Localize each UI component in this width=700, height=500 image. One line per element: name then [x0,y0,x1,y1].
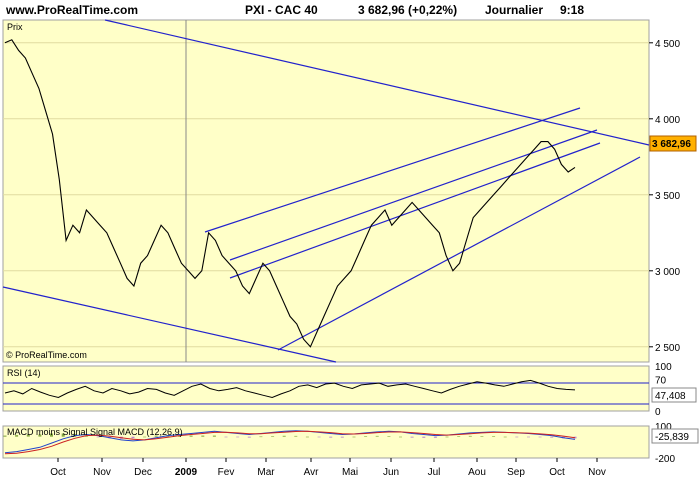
macd-histogram-bar [189,435,193,437]
time-tick-label: Sep [507,467,525,478]
last-price-label: 3 682,96 [652,139,691,150]
macd-histogram-bar [352,436,356,438]
chart-header: www.ProRealTime.com PXI - CAC 40 3 682,9… [0,0,700,20]
rsi-value: 47,408 [655,391,686,402]
watermark: © ProRealTime.com [6,350,87,360]
macd-histogram-bar [410,436,414,438]
rsi-tick-label: 70 [655,376,667,387]
price-tick-label: 4 000 [655,115,680,126]
price-panel-title: Prix [7,22,23,32]
macd-histogram-bar [178,435,181,437]
price-tick-label: 3 500 [655,191,680,202]
time-tick-label: 2009 [175,467,198,478]
macd-histogram-bar [26,434,30,437]
macd-histogram-bar [340,436,344,438]
macd-histogram-bar [387,436,391,437]
time-tick-label: Aou [468,467,486,478]
macd-histogram-bar [492,436,496,437]
rsi-tick-label: 100 [655,362,672,373]
time-tick-label: Nov [588,467,606,478]
macd-histogram-bar [457,436,461,437]
macd-value-box [651,428,699,444]
macd-panel [2,425,650,459]
macd-histogram-bar [271,436,275,437]
macd-histogram-bar [201,435,205,437]
macd-histogram-bar [15,435,19,437]
macd-histogram-bar [212,435,216,437]
site-name[interactable]: www.ProRealTime.com [6,3,139,17]
channel-bottom [229,142,601,279]
macd-histogram-bar [375,435,379,437]
macd-histogram-bar [96,436,100,438]
macd-histogram-bar [468,435,472,437]
instrument-name: PXI - CAC 40 [245,3,318,17]
time-tick-label: Jun [383,467,399,478]
macd-histogram-bar [550,436,554,438]
macd-tick-label: -200 [655,454,675,465]
macd-histogram-bar [282,435,286,437]
macd-histogram-bar [154,435,158,437]
macd-histogram-bar [480,436,484,437]
time-tick-label: Jul [428,467,441,478]
macd-histogram-bar [527,436,530,438]
macd-histogram-bar [422,436,426,438]
quote-value: 3 682,96 (+0,22%) [358,3,458,17]
macd-histogram-bar [84,435,88,437]
macd-histogram-bar [515,436,519,438]
time-tick-label: Oct [549,467,565,478]
macd-histogram-bar [433,436,437,438]
rsi-series [4,379,576,399]
macd-histogram-bar [224,436,228,438]
signal-series [4,430,576,455]
macd-histogram-bar [305,436,309,438]
time-tick-label: Fev [218,467,235,478]
time-tick-label: Oct [50,467,66,478]
macd-histogram-bar [131,436,135,439]
time-tick-label: Mai [342,467,358,478]
macd-series [4,430,576,454]
time-tick-label: Mar [257,467,275,478]
trend-line-lower [2,286,337,363]
trend-line-upper [104,19,650,146]
macd-histogram-bar [317,436,321,438]
price-panel [2,19,650,363]
macd-histogram-bar [364,436,368,437]
time-tick-label: Dec [134,467,152,478]
macd-tick-label: 100 [655,422,672,433]
rsi-value-box [651,387,697,403]
price-tick-label: 4 500 [655,39,680,50]
macd-histogram-bar [259,436,263,438]
macd-histogram-bar [538,436,542,438]
macd-histogram-bar [329,436,333,438]
rsi-tick-label: 0 [655,407,661,418]
channel-top [204,107,581,233]
last-price-flag [649,135,697,152]
trend-lines [2,19,650,363]
channel-mid [229,129,598,261]
macd-histogram-bar [50,433,53,437]
macd-histogram-bar [399,436,402,438]
macd-histogram-bar [3,435,7,437]
macd-title: MACD moins Signal Signal MACD (12,26,9) [7,427,183,437]
macd-histogram-bar [247,436,251,438]
period-label: Journalier [485,3,544,17]
macd-histogram-bar [294,435,298,437]
support-line [277,156,641,351]
macd-histogram-bar [503,436,507,438]
update-time: 9:18 [560,3,585,17]
price-series [4,39,576,348]
macd-histogram-bar [38,434,42,437]
price-tick-label: 2 500 [655,343,680,354]
macd-histogram-bar [445,436,449,438]
macd-value: -25,839 [655,432,689,443]
time-tick-label: Avr [304,467,319,478]
macd-histogram-bar [61,433,65,437]
macd-histogram-bar [143,436,147,438]
time-tick-label: Nov [93,467,111,478]
rsi-title: RSI (14) [7,368,41,378]
price-tick-label: 3 000 [655,267,680,278]
macd-histogram-bar [236,436,240,438]
